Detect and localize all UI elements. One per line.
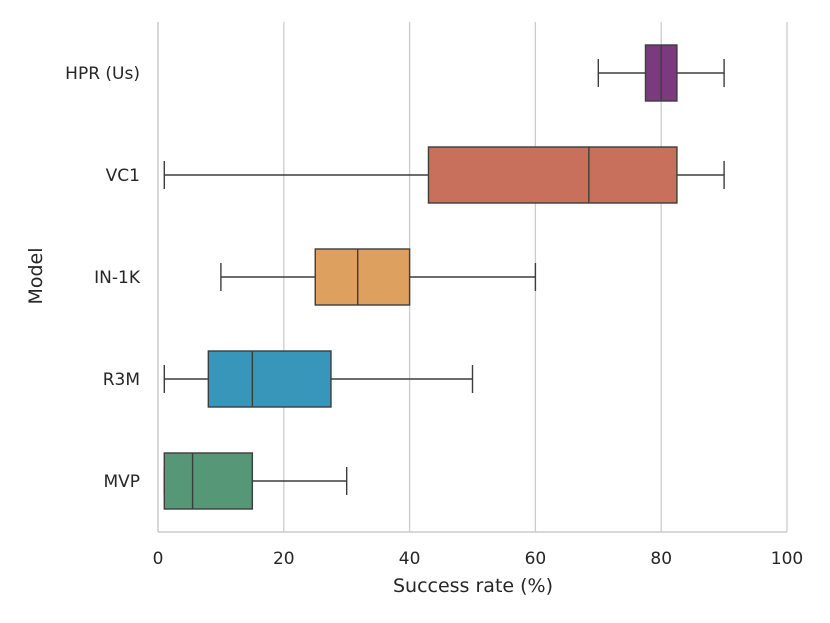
box-in-1k (220, 248, 537, 306)
y-axis-title: Model (25, 247, 47, 304)
y-tick-label: R3M (103, 370, 140, 390)
box-vc1 (163, 146, 725, 204)
x-tick-label: 60 (525, 549, 547, 569)
x-axis-ticks: 0 20 40 60 80 100 (153, 549, 804, 569)
box-mvp (163, 452, 348, 510)
x-tick-label: 20 (273, 549, 295, 569)
y-tick-label: HPR (Us) (65, 64, 140, 84)
x-tick-label: 40 (399, 549, 421, 569)
x-tick-label: 80 (650, 549, 672, 569)
iqr-box (427, 146, 678, 204)
y-tick-label: VC1 (106, 166, 140, 186)
y-tick-label: IN-1K (94, 268, 141, 288)
iqr-box (163, 452, 254, 510)
iqr-box (207, 350, 332, 408)
x-tick-label: 0 (153, 549, 164, 569)
y-axis-ticks: HPR (Us) VC1 IN-1K R3M MVP (65, 64, 141, 492)
box-hpr-us (597, 44, 725, 102)
x-tick-label: 100 (771, 549, 803, 569)
axes-spines (157, 22, 787, 533)
box-r3m (163, 350, 474, 408)
boxes (163, 44, 725, 510)
y-tick-label: MVP (103, 472, 140, 492)
x-axis-title: Success rate (%) (393, 575, 553, 597)
iqr-box (314, 248, 411, 306)
